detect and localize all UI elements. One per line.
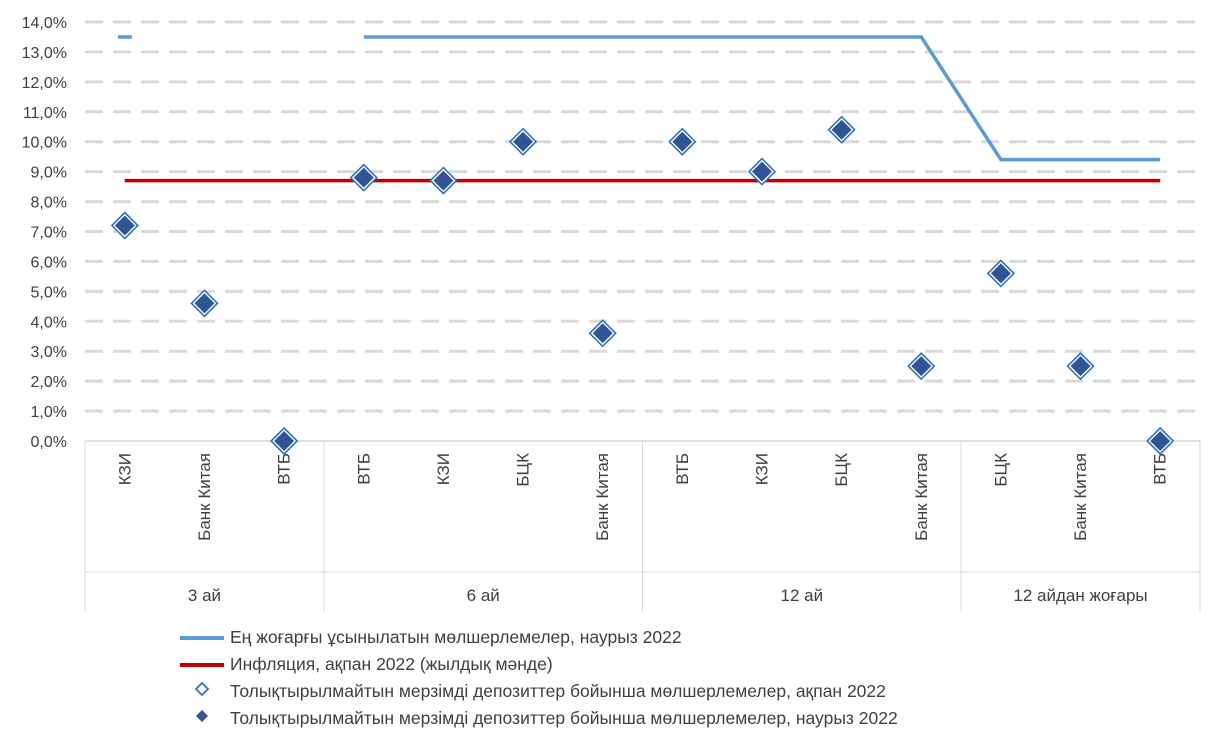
- y-axis: 0,0% 1,0% 2,0% 3,0% 4,0% 5,0% 6,0% 7,0% 8,0% 9,0%…: [22, 15, 67, 451]
- group-label: 6 ай: [467, 586, 500, 605]
- mar-rate-point: [1070, 356, 1091, 377]
- group-label: 12 айдан жоғары: [1013, 586, 1147, 605]
- mar-rate-point: [274, 431, 295, 451]
- legend-label-inflation: Инфляция, ақпан 2022 (жылдық мәнде): [230, 654, 553, 674]
- legend: Ең жоғарғы ұсынылатын мөлшерлемелер, нау…: [180, 624, 1180, 732]
- y-tick-label: 12,0%: [22, 75, 67, 92]
- legend-item-max-rate: Ең жоғарғы ұсынылатын мөлшерлемелер, нау…: [180, 624, 1180, 651]
- legend-label-mar: Толықтырылмайтын мерзімді депозиттер бой…: [230, 708, 898, 728]
- category-label: БЦК: [514, 453, 533, 487]
- category-label: ВТБ: [275, 453, 294, 485]
- y-tick-label: 8,0%: [31, 195, 67, 212]
- series-lines: [117, 35, 1161, 183]
- category-label: ВТБ: [673, 453, 692, 485]
- category-label: Банк Китая: [912, 453, 931, 541]
- mar-rate-point: [114, 215, 135, 236]
- y-tick-label: 13,0%: [22, 45, 67, 62]
- y-tick-label: 3,0%: [31, 344, 67, 361]
- category-label: ВТБ: [354, 453, 373, 485]
- x-axis: КЗИ Банк Китая ВТБ ВТБ КЗИ БЦК Банк Китая ВТБ КЗ…: [84, 440, 1201, 612]
- mar-rate-point: [672, 131, 693, 152]
- gridlines: [85, 20, 1200, 413]
- group-label: 12 ай: [780, 586, 823, 605]
- y-tick-label: 6,0%: [31, 254, 67, 271]
- mar-rate-point: [194, 293, 215, 314]
- category-label: БЦК: [991, 453, 1010, 487]
- category-label: ВТБ: [1151, 453, 1170, 485]
- category-label: БЦК: [832, 453, 851, 487]
- category-label: КЗИ: [115, 453, 134, 485]
- mar-rate-point: [911, 356, 932, 377]
- y-tick-label: 11,0%: [23, 105, 67, 122]
- y-tick-label: 4,0%: [31, 314, 67, 331]
- y-tick-label: 0,0%: [31, 434, 67, 451]
- series-markers: [110, 115, 1175, 456]
- y-tick-label: 2,0%: [31, 374, 67, 391]
- category-label: Банк Китая: [195, 453, 214, 541]
- y-tick-label: 9,0%: [31, 165, 67, 182]
- y-tick-label: 14,0%: [22, 15, 67, 32]
- hollow-diamond-icon: [180, 678, 224, 705]
- mar-rate-point: [751, 161, 772, 182]
- group-label: 3 ай: [188, 586, 221, 605]
- legend-line-red: [180, 662, 224, 667]
- mar-rate-point: [1150, 431, 1171, 451]
- legend-line-blue: [180, 635, 224, 640]
- chart: 0,0% 1,0% 2,0% 3,0% 4,0% 5,0% 6,0% 7,0% 8,0% 9,0%…: [22, 15, 1201, 612]
- legend-item-inflation: Инфляция, ақпан 2022 (жылдық мәнде): [180, 651, 1180, 678]
- y-tick-label: 7,0%: [31, 225, 67, 242]
- category-label: КЗИ: [752, 453, 771, 485]
- category-label: Банк Китая: [1071, 453, 1090, 541]
- mar-rate-point: [592, 323, 613, 344]
- mar-rate-point: [831, 119, 852, 140]
- legend-item-mar: Толықтырылмайтын мерзімді депозиттер бой…: [180, 705, 1180, 732]
- legend-item-feb: Толықтырылмайтын мерзімді депозиттер бой…: [180, 678, 1180, 705]
- mar-rate-point: [433, 170, 454, 191]
- mar-rate-point: [990, 263, 1011, 284]
- legend-label-max-rate: Ең жоғарғы ұсынылатын мөлшерлемелер, нау…: [230, 627, 682, 647]
- category-label: КЗИ: [434, 453, 453, 485]
- y-tick-label: 1,0%: [31, 404, 67, 421]
- y-tick-label: 5,0%: [31, 284, 67, 301]
- filled-diamond-icon: [180, 705, 224, 732]
- category-label: Банк Китая: [593, 453, 612, 541]
- y-tick-label: 10,0%: [22, 135, 67, 152]
- mar-rate-point: [353, 167, 374, 188]
- mar-rate-point: [513, 131, 534, 152]
- line-segment: [363, 35, 1161, 162]
- legend-label-feb: Толықтырылмайтын мерзімді депозиттер бой…: [230, 681, 886, 701]
